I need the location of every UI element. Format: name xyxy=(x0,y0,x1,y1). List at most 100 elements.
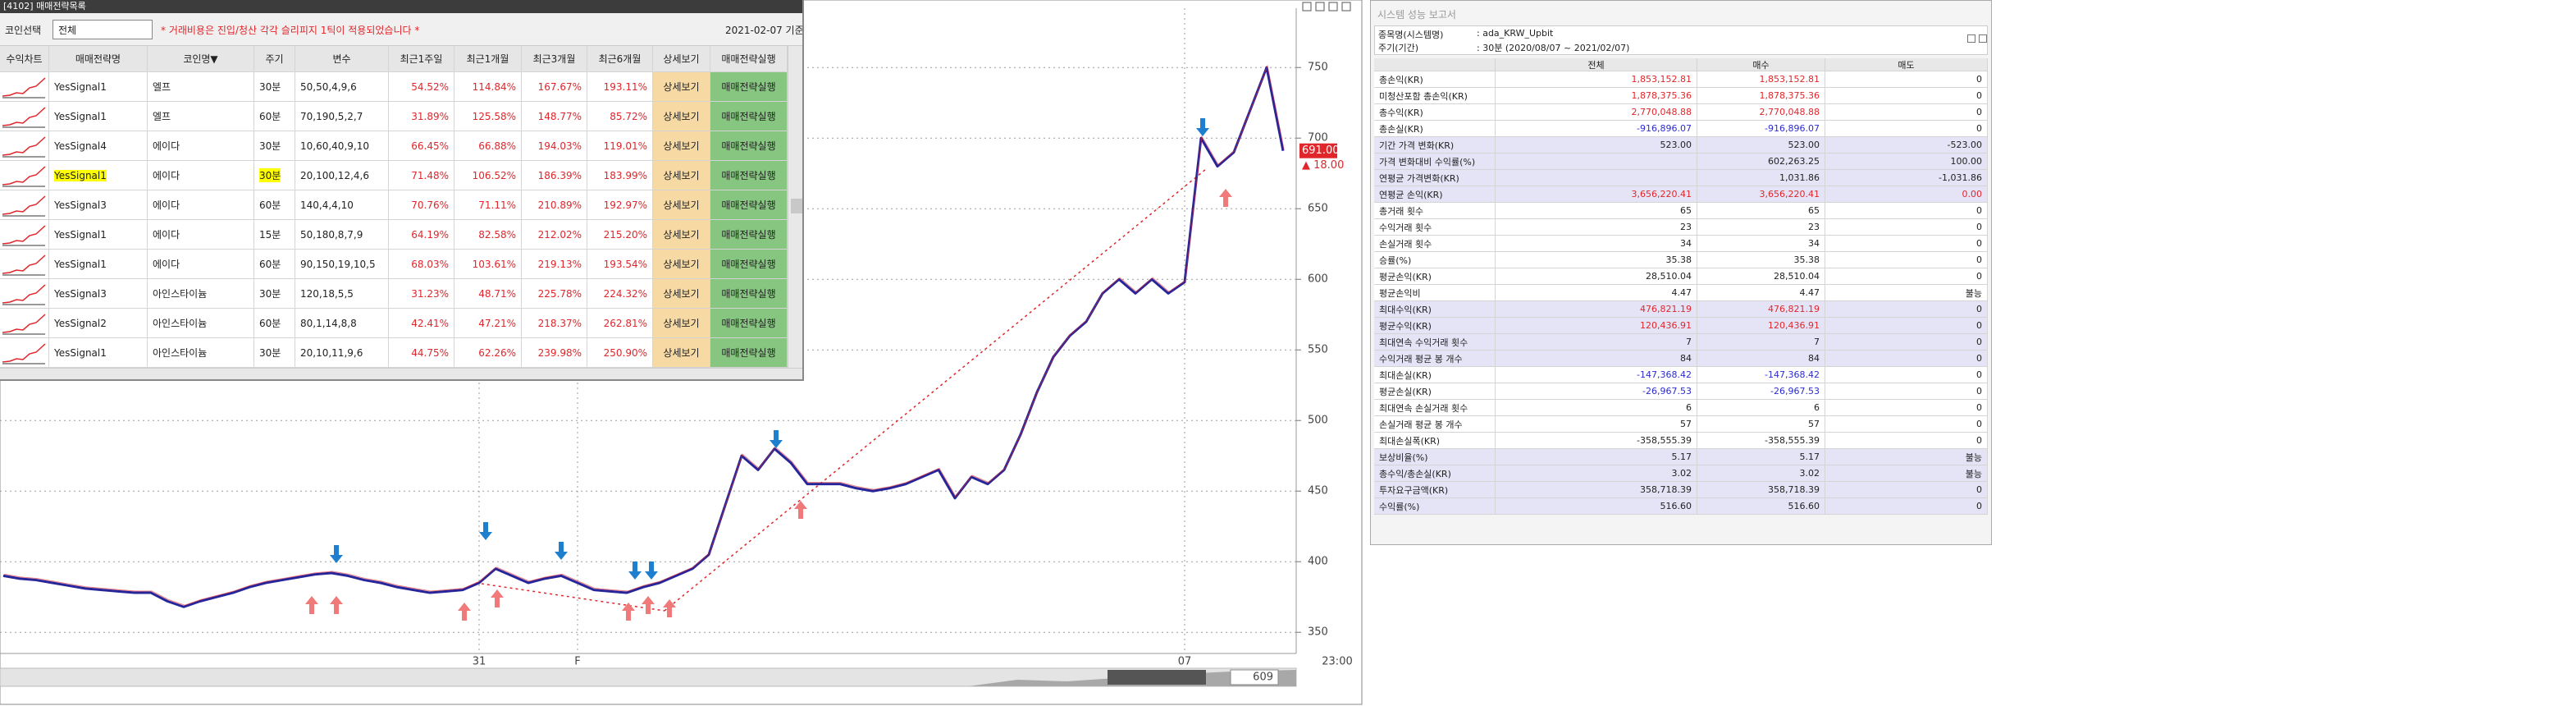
run-button[interactable]: 매매전략실행 xyxy=(710,220,788,250)
bar-count-box[interactable] xyxy=(1230,669,1279,685)
table-cell: 10,60,40,9,10 xyxy=(295,131,389,161)
detail-button[interactable]: 상세보기 xyxy=(653,250,710,279)
return-cell: 148.77% xyxy=(522,102,587,131)
cell-text: 80,1,14,8,8 xyxy=(300,317,357,329)
metric-value: 0 xyxy=(1825,219,1988,236)
detail-button[interactable]: 상세보기 xyxy=(653,102,710,131)
table-cell: 아인스타이늄 xyxy=(148,279,254,309)
column-header[interactable]: 매매전략실행 xyxy=(710,46,788,72)
cell-text: 210.89% xyxy=(537,199,582,211)
horizontal-scrollbar[interactable] xyxy=(0,368,802,379)
print-icon[interactable] xyxy=(1967,34,1975,43)
column-header[interactable]: 최근1개월 xyxy=(454,46,522,72)
profit-chart-cell xyxy=(0,131,49,161)
column-header[interactable]: 최근6개월 xyxy=(587,46,653,72)
window-button[interactable] xyxy=(1302,2,1312,11)
run-button[interactable]: 매매전략실행 xyxy=(710,309,788,338)
return-cell: 215.20% xyxy=(587,220,653,250)
detail-button[interactable]: 상세보기 xyxy=(653,190,710,220)
sell-signal xyxy=(330,555,343,563)
sparkline xyxy=(2,76,46,98)
cell-text: 71.48% xyxy=(411,169,449,181)
run-button[interactable]: 매매전략실행 xyxy=(710,338,788,368)
metric-value: 0 xyxy=(1825,383,1988,400)
return-cell: 183.99% xyxy=(587,161,653,190)
column-header[interactable]: 수익차트 xyxy=(0,46,49,72)
run-button[interactable]: 매매전략실행 xyxy=(710,72,788,102)
sparkline xyxy=(2,224,46,245)
metric-value: 516.60 xyxy=(1697,498,1825,515)
metric-value: -916,896.07 xyxy=(1697,121,1825,137)
metric-value: 65 xyxy=(1697,203,1825,219)
column-header[interactable]: 상세보기 xyxy=(653,46,710,72)
return-cell: 212.02% xyxy=(522,220,587,250)
y-tick-label: 600 xyxy=(1308,273,1328,286)
run-button[interactable]: 매매전략실행 xyxy=(710,250,788,279)
sell-signal-stem xyxy=(559,542,564,552)
metric-label: 총수익/총손실(KR) xyxy=(1374,465,1496,482)
detail-button[interactable]: 상세보기 xyxy=(653,279,710,309)
cell-text: 매매전략실행 xyxy=(721,347,776,359)
metric-value: 0 xyxy=(1825,203,1988,219)
vertical-scrollbar[interactable] xyxy=(788,46,802,368)
metric-value: 57 xyxy=(1697,416,1825,433)
cell-text: YesSignal1 xyxy=(54,228,107,241)
buy-signal xyxy=(642,596,655,604)
y-tick-label: 650 xyxy=(1308,203,1328,215)
metric-value: 23 xyxy=(1697,219,1825,236)
cell-text: 48.71% xyxy=(478,287,516,300)
return-cell: 64.19% xyxy=(389,220,454,250)
window-titlebar: [4102] 매매전략목록 xyxy=(0,0,802,13)
buy-signal xyxy=(305,596,318,604)
column-header[interactable]: 매매전략명 xyxy=(49,46,148,72)
run-button[interactable]: 매매전략실행 xyxy=(710,161,788,190)
time-label: 23:00 xyxy=(1322,656,1352,668)
cell-text: 31.89% xyxy=(411,110,449,122)
toolbar: 코인선택 전체 * 거래비용은 진입/청산 각각 슬리피지 1틱이 적용되었습니… xyxy=(0,13,804,46)
detail-button[interactable]: 상세보기 xyxy=(653,338,710,368)
cell-text: 에이다 xyxy=(153,229,180,241)
detail-button[interactable]: 상세보기 xyxy=(653,161,710,190)
cell-text: 에이다 xyxy=(153,259,180,270)
cell-text: 엘프 xyxy=(153,111,171,122)
as-of-date: 2021-02-07 기준 xyxy=(725,25,804,36)
table-cell: 엘프 xyxy=(148,72,254,102)
cell-text: YesSignal3 xyxy=(54,287,107,300)
sparkline-line xyxy=(2,195,46,215)
detail-button[interactable]: 상세보기 xyxy=(653,309,710,338)
window-button[interactable] xyxy=(1341,2,1351,11)
metric-value: 6 xyxy=(1697,400,1825,416)
run-button[interactable]: 매매전략실행 xyxy=(710,190,788,220)
metric-label: 최대손실폭(KR) xyxy=(1374,433,1496,449)
return-cell: 239.98% xyxy=(522,338,587,368)
cell-text: 매매전략실행 xyxy=(721,318,776,329)
column-header[interactable]: 최근3개월 xyxy=(522,46,587,72)
return-cell: 192.97% xyxy=(587,190,653,220)
metric-value: -26,967.53 xyxy=(1697,383,1825,400)
metric-value: 1,878,375.36 xyxy=(1496,88,1697,104)
run-button[interactable]: 매매전략실행 xyxy=(710,279,788,309)
run-button[interactable]: 매매전략실행 xyxy=(710,102,788,131)
table-cell: 70,190,5,2,7 xyxy=(295,102,389,131)
window-button[interactable] xyxy=(1315,2,1325,11)
detail-button[interactable]: 상세보기 xyxy=(653,131,710,161)
metric-value: 3.02 xyxy=(1496,465,1697,482)
cell-text: 상세보기 xyxy=(663,140,700,152)
run-button[interactable]: 매매전략실행 xyxy=(710,131,788,161)
filter-select[interactable]: 전체 xyxy=(53,20,153,39)
return-cell: 224.32% xyxy=(587,279,653,309)
column-header[interactable]: 변수 xyxy=(295,46,389,72)
cell-text: 82.58% xyxy=(478,228,516,241)
window-button[interactable] xyxy=(1328,2,1338,11)
column-header[interactable]: 주기 xyxy=(254,46,295,72)
column-header[interactable]: 코인명▼ xyxy=(148,46,254,72)
column-header[interactable]: 최근1주일 xyxy=(389,46,454,72)
scroll-thumb[interactable] xyxy=(791,199,802,213)
detail-button[interactable]: 상세보기 xyxy=(653,72,710,102)
detail-button[interactable]: 상세보기 xyxy=(653,220,710,250)
save-icon[interactable] xyxy=(1979,34,1987,43)
navigator-thumb[interactable] xyxy=(1108,670,1206,685)
metric-value: 1,853,152.81 xyxy=(1697,71,1825,88)
sell-signal-stem xyxy=(633,562,637,571)
filter-label: 코인선택 xyxy=(5,25,42,36)
